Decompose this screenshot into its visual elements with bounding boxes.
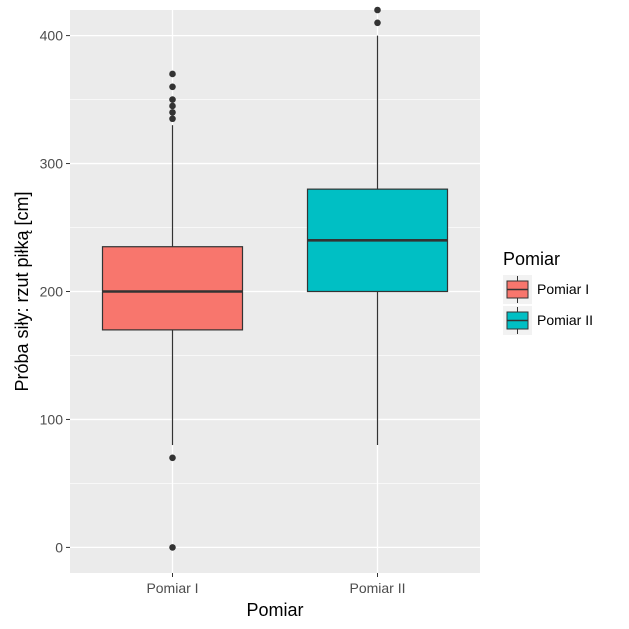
legend-entry-2: Pomiar II — [503, 306, 593, 335]
legend-title: Pomiar — [503, 249, 560, 269]
outlier-point — [169, 115, 176, 123]
outlier-point — [169, 83, 176, 91]
x-axis: Pomiar I Pomiar II — [146, 573, 406, 596]
legend-label: Pomiar II — [537, 312, 593, 328]
box-2 — [306, 6, 449, 446]
y-axis-title: Próba siły: rzut piłką [cm] — [12, 191, 32, 391]
outlier-point — [374, 19, 381, 27]
legend: Pomiar Pomiar I Pomiar II — [503, 249, 593, 335]
plot-panel — [70, 6, 480, 573]
y-tick-label: 100 — [40, 411, 64, 427]
y-tick-label: 400 — [40, 28, 64, 44]
legend-entry-1: Pomiar I — [503, 275, 589, 304]
box-1 — [101, 70, 244, 551]
outlier-point — [169, 109, 176, 116]
legend-label: Pomiar I — [537, 281, 589, 297]
y-tick-label: 300 — [40, 156, 64, 172]
outlier-point — [169, 96, 176, 103]
outlier-point — [374, 6, 381, 14]
outlier-point — [169, 454, 176, 462]
x-tick-label: Pomiar I — [146, 580, 198, 596]
outlier-point — [169, 102, 176, 110]
x-axis-title: Pomiar — [246, 600, 303, 620]
y-tick-label: 200 — [40, 284, 64, 300]
y-axis: 0 100 200 300 400 — [40, 28, 70, 555]
outlier-point — [169, 70, 176, 78]
y-tick-label: 0 — [55, 539, 63, 555]
outlier-point — [169, 544, 176, 551]
box-iqr — [101, 246, 244, 331]
x-tick-label: Pomiar II — [349, 580, 405, 596]
